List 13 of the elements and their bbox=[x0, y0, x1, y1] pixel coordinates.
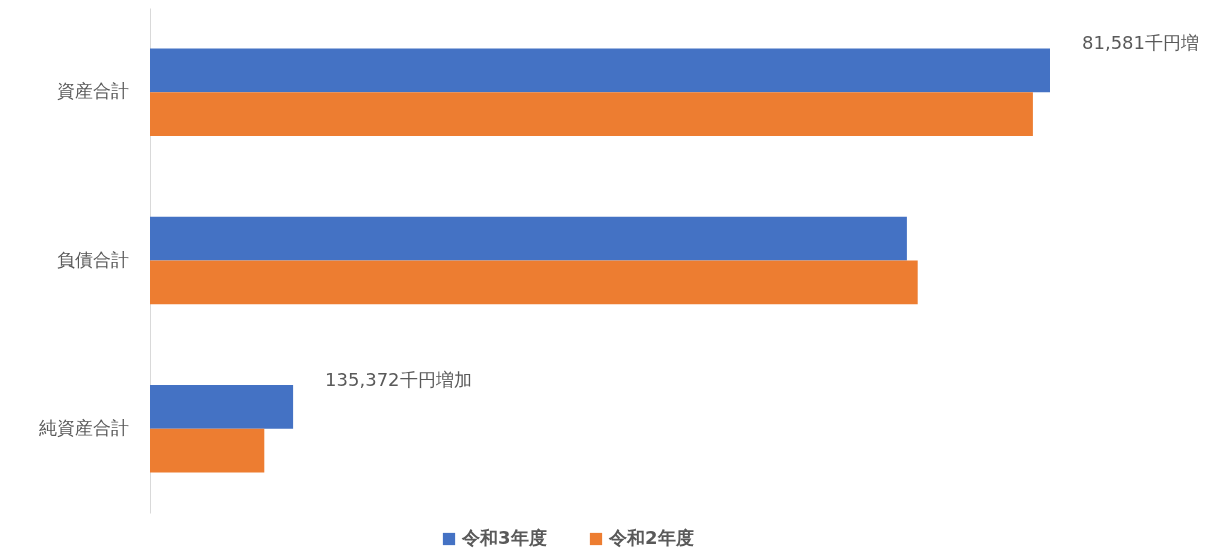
bar bbox=[150, 260, 918, 305]
bar bbox=[150, 428, 265, 473]
bar bbox=[150, 48, 1050, 93]
bar bbox=[150, 216, 907, 261]
annotation: 135,372千円増加 bbox=[325, 368, 472, 390]
legend-label: 令和2年度 bbox=[608, 527, 694, 548]
legend-label: 令和3年度 bbox=[461, 527, 547, 548]
y-tick-label: 資産合計 bbox=[56, 80, 129, 102]
bar bbox=[150, 92, 1033, 136]
annotation: 81,581千円増 bbox=[1082, 32, 1199, 54]
y-tick-label: 純資産合計 bbox=[38, 416, 129, 438]
bar bbox=[150, 385, 294, 429]
y-tick-label: 負債合計 bbox=[56, 248, 129, 270]
